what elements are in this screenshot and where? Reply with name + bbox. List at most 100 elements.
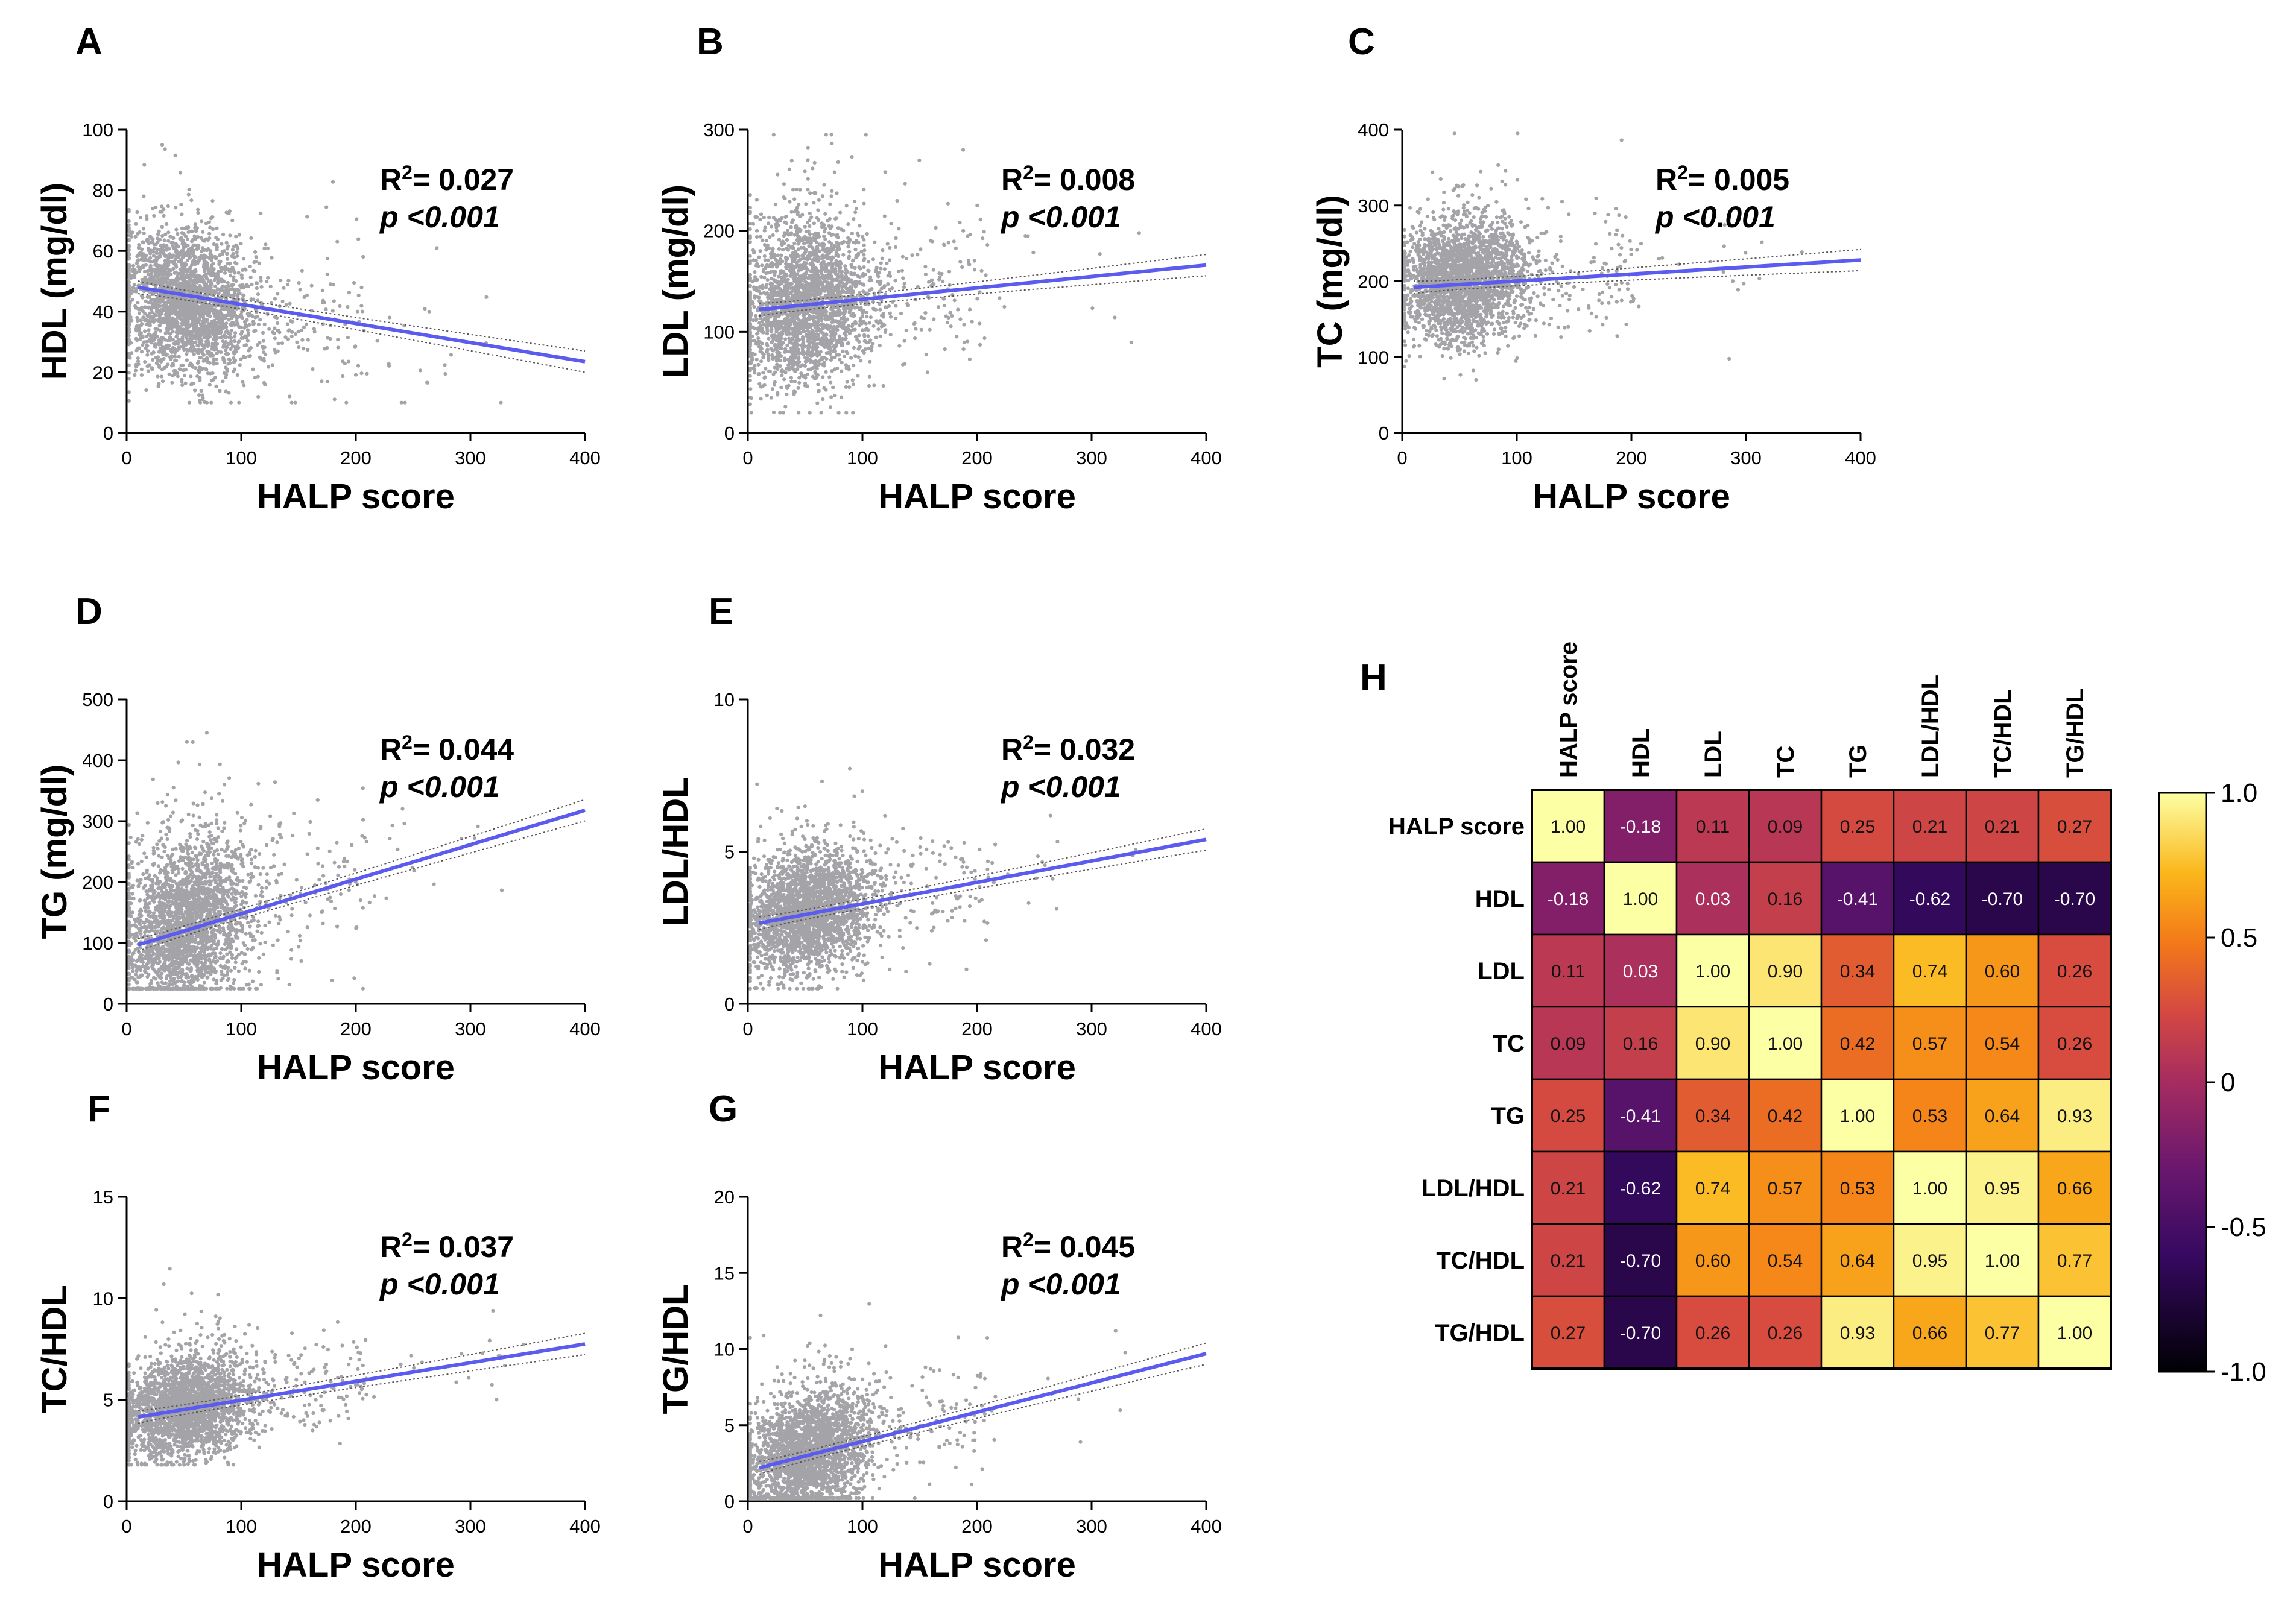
- scatter-point: [883, 170, 887, 174]
- scatter-point: [127, 207, 131, 212]
- scatter-point: [141, 309, 145, 314]
- scatter-point: [847, 385, 852, 389]
- scatter-point: [139, 373, 144, 377]
- scatter-point: [786, 358, 790, 362]
- scatter-point: [146, 349, 150, 353]
- scatter-point: [183, 227, 188, 231]
- scatter-point: [174, 339, 179, 344]
- scatter-point: [199, 389, 203, 393]
- scatter-point: [806, 188, 810, 192]
- scatter-point: [188, 309, 192, 313]
- scatter-point: [222, 249, 226, 253]
- scatter-point: [886, 282, 890, 286]
- scatter-point: [160, 225, 164, 229]
- scatter-point: [195, 311, 199, 315]
- scatter-point: [238, 233, 242, 237]
- scatter-point: [262, 322, 267, 327]
- scatter-point: [824, 333, 829, 337]
- scatter-point: [149, 339, 153, 344]
- scatter-point: [777, 247, 782, 251]
- scatter-point: [141, 315, 145, 320]
- scatter-point: [223, 324, 227, 329]
- scatter-point: [899, 311, 903, 316]
- scatter-point: [779, 253, 783, 257]
- scatter-point: [941, 279, 945, 283]
- scatter-point: [183, 301, 188, 305]
- scatter-point: [128, 292, 133, 296]
- scatter-point: [812, 221, 816, 225]
- scatter-point: [236, 271, 241, 275]
- scatter-point: [867, 279, 871, 283]
- scatter-point: [201, 289, 206, 293]
- scatter-point: [814, 371, 818, 376]
- scatter-point: [224, 365, 228, 370]
- scatter-point: [811, 265, 815, 270]
- scatter-point: [186, 305, 190, 309]
- scatter-point: [252, 321, 256, 326]
- scatter-point: [427, 309, 431, 314]
- scatter-point: [328, 336, 332, 341]
- scatter-point: [765, 342, 769, 347]
- scatter-point: [293, 400, 297, 405]
- scatter-point: [261, 330, 265, 335]
- scatter-point: [276, 292, 280, 296]
- scatter-point: [127, 280, 131, 285]
- scatter-point: [784, 273, 788, 277]
- scatter-point: [191, 285, 195, 289]
- scatter-point: [829, 324, 833, 329]
- scatter-point: [229, 270, 233, 274]
- scatter-point: [824, 370, 828, 374]
- scatter-point: [797, 411, 801, 415]
- scatter-point: [198, 398, 202, 403]
- scatter-point: [157, 254, 161, 259]
- scatter-point: [155, 335, 159, 339]
- scatter-point: [133, 275, 137, 279]
- scatter-point: [147, 247, 151, 251]
- scatter-point: [846, 245, 850, 249]
- scatter-point: [998, 296, 1002, 300]
- scatter-point: [174, 227, 179, 232]
- scatter-point: [160, 311, 164, 315]
- scatter-point: [255, 343, 259, 347]
- scatter-point: [882, 214, 887, 218]
- scatter-point: [171, 260, 176, 264]
- scatter-point: [207, 352, 211, 356]
- scatter-point: [828, 202, 832, 206]
- scatter-point: [309, 309, 314, 313]
- scatter-point: [138, 230, 142, 235]
- scatter-point: [854, 335, 858, 339]
- scatter-point: [139, 350, 144, 354]
- scatter-point: [207, 305, 211, 309]
- y-tick-label: 0: [103, 423, 113, 444]
- scatter-point: [982, 336, 987, 341]
- scatter-point: [762, 243, 767, 247]
- scatter-point: [212, 328, 216, 332]
- scatter-point: [803, 169, 807, 174]
- scatter-point: [773, 333, 777, 338]
- scatter-point: [187, 333, 191, 337]
- scatter-point: [156, 358, 160, 362]
- scatter-point: [294, 332, 298, 336]
- scatter-point: [226, 332, 230, 336]
- scatter-point: [759, 316, 763, 320]
- scatter-point: [156, 374, 160, 379]
- scatter-point: [195, 307, 200, 311]
- scatter-point: [212, 347, 217, 352]
- scatter-point: [162, 267, 166, 272]
- scatter-point: [840, 369, 844, 373]
- scatter-point: [262, 380, 266, 385]
- scatter-point: [185, 358, 189, 362]
- scatter-point: [884, 328, 888, 332]
- scatter-point: [150, 352, 154, 356]
- scatter-point: [265, 279, 269, 284]
- scatter-point: [355, 309, 360, 314]
- scatter-point: [865, 315, 869, 319]
- scatter-point: [127, 238, 131, 242]
- scatter-point: [227, 289, 231, 293]
- scatter-point: [932, 317, 936, 321]
- scatter-point: [160, 234, 165, 238]
- scatter-point: [171, 374, 175, 378]
- scatter-point: [186, 192, 191, 197]
- scatter-point: [850, 324, 854, 329]
- scatter-point: [776, 253, 780, 257]
